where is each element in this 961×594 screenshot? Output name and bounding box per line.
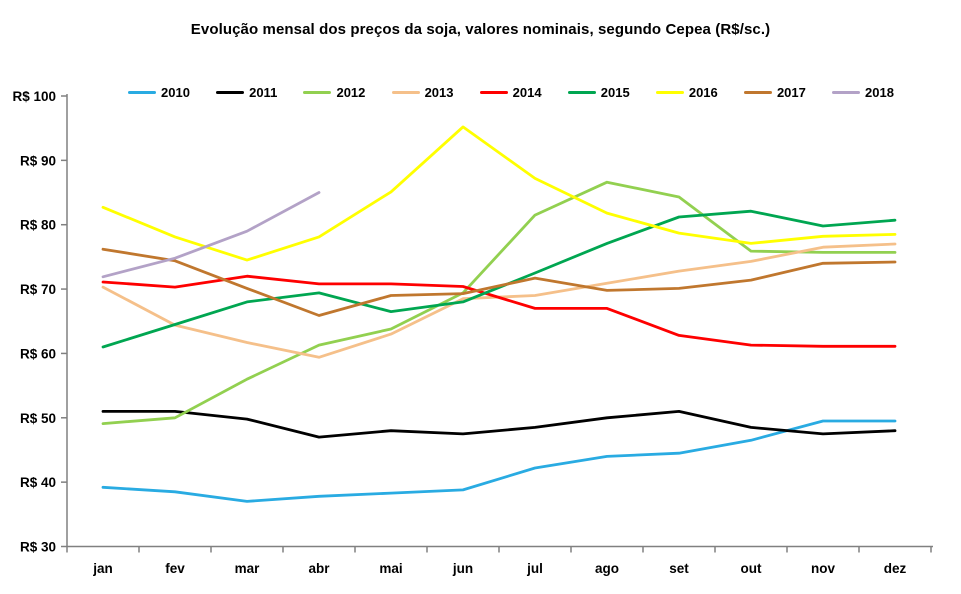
y-tick-label: R$ 60 bbox=[20, 346, 56, 361]
legend-item-2010: 2010 bbox=[128, 85, 190, 100]
legend-item-2012: 2012 bbox=[303, 85, 365, 100]
x-tick-label: out bbox=[741, 561, 762, 576]
legend-swatch-2016 bbox=[655, 91, 684, 94]
series-line-2015 bbox=[101, 209, 897, 349]
series-line-2013 bbox=[101, 242, 897, 359]
x-tick-label: jan bbox=[92, 561, 113, 576]
legend-label: 2017 bbox=[776, 85, 806, 100]
legend-item-2016: 2016 bbox=[655, 85, 718, 100]
legend-label: 2010 bbox=[161, 85, 190, 100]
x-tick-label: jun bbox=[452, 561, 473, 576]
x-tick-label: dez bbox=[884, 561, 907, 576]
legend-swatch-2012 bbox=[303, 91, 332, 94]
legend-label: 2013 bbox=[424, 85, 454, 100]
legend-label: 2014 bbox=[512, 85, 542, 100]
y-tick-label: R$ 80 bbox=[20, 218, 56, 233]
x-tick-label: nov bbox=[811, 561, 835, 576]
legend-swatch-2018 bbox=[832, 91, 861, 94]
x-tick-label: fev bbox=[165, 561, 185, 576]
y-tick-label: R$ 30 bbox=[20, 540, 56, 555]
legend-item-2014: 2014 bbox=[479, 85, 542, 100]
x-tick-label: mar bbox=[235, 561, 261, 576]
legend-item-2018: 2018 bbox=[832, 85, 894, 100]
x-tick-label: ago bbox=[595, 561, 619, 576]
y-tick-label: R$ 40 bbox=[20, 475, 56, 490]
series-line-2010 bbox=[101, 419, 897, 503]
legend-swatch-2015 bbox=[567, 91, 596, 94]
legend-item-2013: 2013 bbox=[391, 85, 454, 100]
x-tick-label: mai bbox=[379, 561, 402, 576]
legend-label: 2011 bbox=[249, 85, 278, 100]
legend-swatch-2010 bbox=[128, 91, 156, 94]
legend-label: 2012 bbox=[336, 85, 366, 100]
series-line-2016 bbox=[101, 125, 897, 262]
legend-label: 2015 bbox=[600, 85, 630, 100]
legend-swatch-2013 bbox=[391, 91, 420, 94]
series-line-2011 bbox=[101, 409, 897, 439]
y-tick-label: R$ 90 bbox=[20, 153, 56, 168]
x-tick-label: abr bbox=[308, 561, 330, 576]
legend-item-2017: 2017 bbox=[743, 85, 806, 100]
legend-item-2015: 2015 bbox=[567, 85, 630, 100]
legend-swatch-2011 bbox=[216, 91, 245, 94]
y-tick-label: R$ 100 bbox=[12, 89, 56, 104]
legend-label: 2016 bbox=[688, 85, 718, 100]
x-tick-label: jul bbox=[526, 561, 543, 576]
x-tick-label: set bbox=[669, 561, 689, 576]
series-line-2014 bbox=[101, 274, 897, 348]
y-tick-label: R$ 50 bbox=[20, 411, 56, 426]
y-tick-label: R$ 70 bbox=[20, 282, 56, 297]
legend-swatch-2014 bbox=[479, 91, 508, 94]
legend-label: 2018 bbox=[865, 85, 894, 100]
series-line-2017 bbox=[101, 247, 897, 317]
chart-legend: 2010 2011 2012 2013 2014 2015 2016 2017 2018 bbox=[128, 85, 894, 100]
legend-swatch-2017 bbox=[743, 91, 772, 94]
series-line-2018 bbox=[101, 191, 321, 279]
legend-item-2011: 2011 bbox=[216, 85, 277, 100]
chart-title: Evolução mensal dos preços da soja, valo… bbox=[190, 21, 771, 38]
series-line-2012 bbox=[101, 180, 897, 426]
